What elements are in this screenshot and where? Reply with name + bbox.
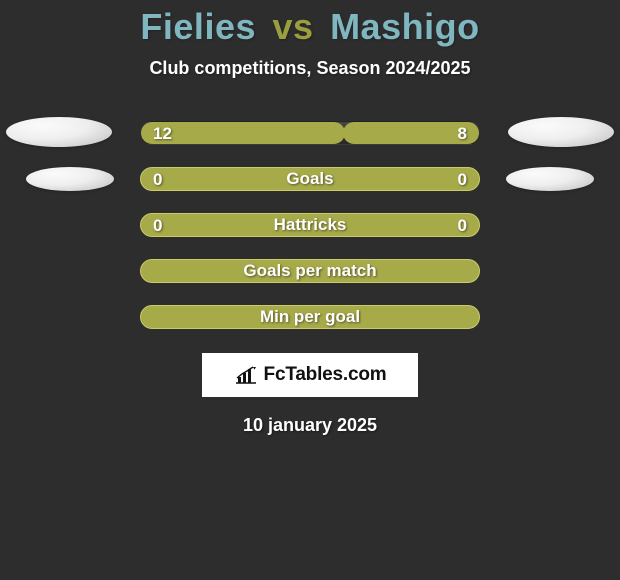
stat-row-hattricks: 0 0 Hattricks xyxy=(0,213,620,237)
comparison-card: Fielies vs Mashigo Club competitions, Se… xyxy=(0,0,620,580)
vs-label: vs xyxy=(267,6,320,47)
stat-label: Goals xyxy=(286,169,333,189)
stat-label: Hattricks xyxy=(274,215,347,235)
subtitle: Club competitions, Season 2024/2025 xyxy=(0,58,620,79)
stat-pill: 0 0 Goals xyxy=(140,167,480,191)
stat-row-mpg: Min per goal xyxy=(0,305,620,329)
stat-row-goals: 0 0 Goals xyxy=(0,167,620,191)
player2-name: Mashigo xyxy=(330,6,480,47)
left-value: 12 xyxy=(153,122,172,146)
stat-pill: Min per goal xyxy=(140,305,480,329)
brand-chart-icon xyxy=(234,365,258,385)
photo-disc-right xyxy=(508,117,614,147)
left-value: 0 xyxy=(153,214,162,238)
photo-disc-right xyxy=(506,167,594,191)
photo-disc-left xyxy=(6,117,112,147)
stat-rows: 128Matches00Goals00HattricksGoals per ma… xyxy=(0,121,620,329)
stat-pill: Goals per match xyxy=(140,259,480,283)
photo-disc-left xyxy=(26,167,114,191)
left-value: 0 xyxy=(153,168,162,192)
player1-name: Fielies xyxy=(140,6,256,47)
stat-label: Min per goal xyxy=(260,307,360,327)
right-value: 8 xyxy=(458,122,467,146)
stat-pill: 0 0 Hattricks xyxy=(140,213,480,237)
stat-row-matches: 128Matches xyxy=(0,121,620,145)
brand-text: FcTables.com xyxy=(264,364,387,386)
stat-pill: 128Matches xyxy=(140,121,480,145)
brand-box: FcTables.com xyxy=(202,353,418,397)
stat-label: Goals per match xyxy=(243,261,376,281)
right-value: 0 xyxy=(458,214,467,238)
stat-row-gpm: Goals per match xyxy=(0,259,620,283)
page-title: Fielies vs Mashigo xyxy=(0,0,620,48)
date-text: 10 january 2025 xyxy=(0,415,620,436)
right-value: 0 xyxy=(458,168,467,192)
